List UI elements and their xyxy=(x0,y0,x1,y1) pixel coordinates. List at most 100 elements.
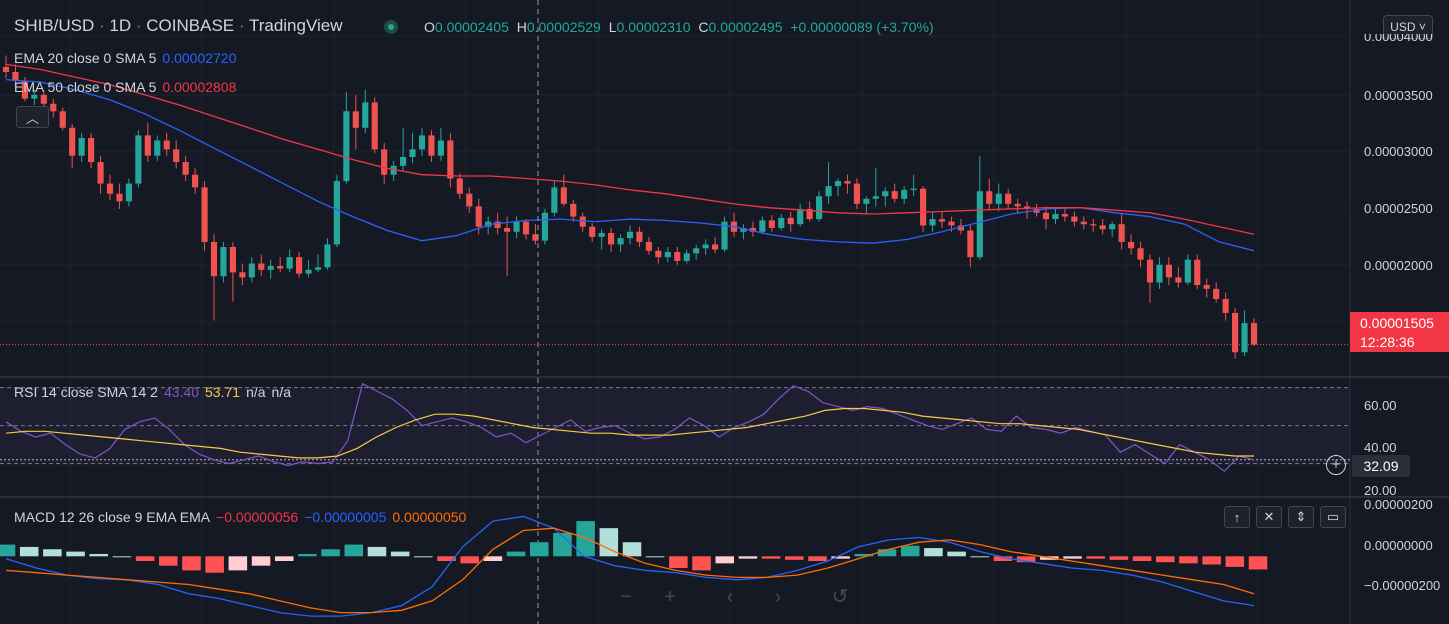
candle-body xyxy=(409,149,416,157)
candle-body xyxy=(1241,323,1248,353)
plus-circle-icon[interactable]: + xyxy=(1326,455,1346,475)
candle-body xyxy=(1024,206,1031,209)
candle-body xyxy=(740,227,747,232)
candle-body xyxy=(655,250,662,258)
candle-body xyxy=(1156,264,1163,283)
candle-body xyxy=(967,230,974,258)
candle-body xyxy=(286,257,293,269)
candle-body xyxy=(1146,259,1154,283)
candle-body xyxy=(78,137,85,156)
candle-body xyxy=(418,135,426,150)
candle-body xyxy=(986,191,993,204)
candle-body xyxy=(456,178,463,194)
candle-body xyxy=(437,140,444,156)
macd-histogram-bar xyxy=(367,546,387,557)
candle-body xyxy=(683,253,690,261)
candle-body xyxy=(664,252,671,258)
macd-histogram-bar xyxy=(947,551,966,557)
rsi-current-tag: 32.09 xyxy=(1352,455,1410,477)
ema50-value: 0.00002808 xyxy=(162,79,237,95)
candle-body xyxy=(844,181,851,184)
nav-glyph: ↺ xyxy=(832,586,849,608)
rsi-tick: 20.00 xyxy=(1364,483,1397,498)
candle-body xyxy=(1090,224,1097,226)
candle-body xyxy=(816,196,823,220)
candle-body xyxy=(504,227,511,232)
collapse-legend-button[interactable]: ︿ xyxy=(16,106,49,128)
currency-button[interactable]: USD ˅ xyxy=(1383,15,1433,39)
candle-body xyxy=(570,203,577,217)
close-value: 0.00002495 xyxy=(708,19,783,35)
rsi-legend[interactable]: RSI 14 close SMA 14 2 43.40 53.71 n/a n/a xyxy=(14,384,291,400)
macd-histogram-bar xyxy=(0,544,16,557)
macd-histogram-bar xyxy=(738,556,758,559)
macd-histogram-bar xyxy=(1248,556,1268,570)
candle-body xyxy=(702,244,709,249)
nav-glyph: − xyxy=(620,586,632,608)
maximize-icon: ⇕ xyxy=(1295,509,1307,524)
ema20-legend[interactable]: EMA 20 close 0 SMA 5 0.00002720 xyxy=(14,50,237,66)
candle-body xyxy=(712,244,719,250)
candle-body xyxy=(1184,259,1191,283)
low-value: 0.00002310 xyxy=(616,19,691,35)
candle-body xyxy=(1109,224,1116,230)
candle-body xyxy=(314,267,322,270)
macd-histogram-bar xyxy=(159,556,178,566)
macd-histogram-bar xyxy=(529,542,549,557)
ema50-legend[interactable]: EMA 50 close 0 SMA 5 0.00002808 xyxy=(14,79,237,95)
macd-histogram-bar xyxy=(228,556,248,571)
candle-body xyxy=(182,162,189,175)
candle-body xyxy=(1165,264,1172,278)
candle-body xyxy=(938,219,946,222)
open-value: 0.00002405 xyxy=(434,19,509,35)
bar-countdown: 12:28:36 xyxy=(1360,334,1415,350)
candle-body xyxy=(1203,285,1210,289)
macd-histogram-bar xyxy=(414,556,433,558)
macd-move-up-button[interactable]: ↑ xyxy=(1224,506,1250,528)
candle-body xyxy=(106,183,114,194)
price-tick: 0.00002500 xyxy=(1364,201,1433,216)
macd-histogram-bar xyxy=(19,546,39,557)
ohlc-values: O0.00002405 H0.00002529 L0.00002310 C0.0… xyxy=(424,19,934,35)
candle-body xyxy=(173,149,180,163)
macd-histogram-bar xyxy=(1225,556,1245,567)
candle-body xyxy=(1232,312,1239,353)
candle-body xyxy=(400,156,407,166)
macd-histogram-bar xyxy=(1202,556,1221,565)
macd-histogram-bar xyxy=(1086,556,1105,559)
interval[interactable]: 1D xyxy=(109,16,132,35)
candle-body xyxy=(2,66,10,72)
candle-body xyxy=(154,140,161,156)
candle-body xyxy=(834,181,842,187)
macd-histogram-bar xyxy=(669,556,688,569)
macd-fullscreen-button[interactable]: ▭ xyxy=(1320,506,1346,528)
price-tick: 0.00003000 xyxy=(1364,144,1433,159)
macd-remove-button[interactable]: ✕ xyxy=(1256,506,1282,528)
macd-histogram-bar xyxy=(298,553,317,557)
candle-body xyxy=(787,217,794,225)
macd-legend[interactable]: MACD 12 26 close 9 EMA EMA −0.00000056 −0.… xyxy=(14,509,467,525)
platform: TradingView xyxy=(248,16,343,35)
macd-histogram-bar xyxy=(506,551,526,557)
macd-histogram-bar xyxy=(483,556,503,561)
candle-body xyxy=(674,252,681,261)
candle-body xyxy=(475,206,482,227)
macd-histogram-bar xyxy=(66,551,85,557)
candle-body xyxy=(1137,248,1144,260)
candle-body xyxy=(598,233,605,237)
macd-histogram-bar xyxy=(1109,556,1129,560)
macd-signal-line xyxy=(5,527,1255,614)
nav-glyph: + xyxy=(664,586,676,608)
candle-body xyxy=(1175,277,1182,283)
symbol-name[interactable]: SHIB/USD xyxy=(14,16,95,35)
candle-body xyxy=(579,216,586,227)
macd-maximize-button[interactable]: ⇕ xyxy=(1288,506,1314,528)
candle-body xyxy=(390,165,397,175)
macd-histogram-bar xyxy=(761,556,781,559)
macd-histogram-bar xyxy=(43,549,62,557)
candle-body xyxy=(466,193,473,207)
candle-body xyxy=(645,241,652,251)
candle-body xyxy=(192,174,199,188)
